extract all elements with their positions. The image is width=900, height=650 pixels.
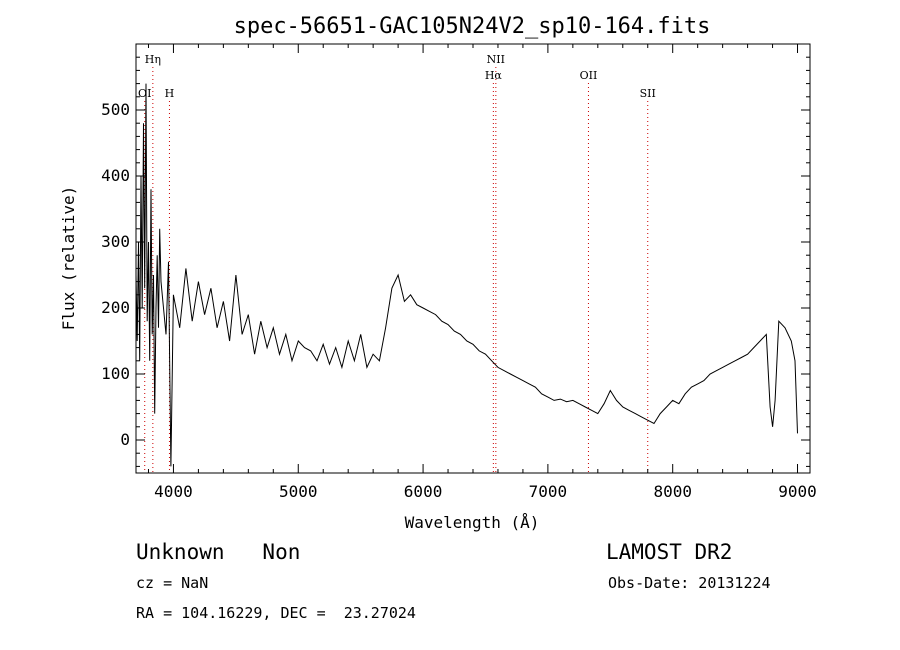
y-tick-label: 100 [101, 364, 130, 383]
x-tick-label: 5000 [279, 482, 318, 501]
line-label: H [165, 87, 175, 100]
line-label: Hα [485, 69, 503, 82]
line-labels: OI Hη H NII Hα OII SII [138, 53, 656, 100]
x-tick-label: 7000 [529, 482, 568, 501]
y-tick-label: 400 [101, 166, 130, 185]
y-tick-label: 200 [101, 298, 130, 317]
line-label: OI [138, 87, 151, 100]
obs-date: Obs-Date: 20131224 [608, 574, 771, 592]
y-axis-label: Flux (relative) [59, 186, 78, 331]
plot-frame [135, 43, 811, 474]
survey-name: LAMOST DR2 [606, 540, 733, 564]
x-tick-label: 9000 [778, 482, 817, 501]
emission-line-markers [144, 67, 649, 473]
y-tick-label: 0 [120, 430, 130, 449]
axis-ticks: 4000 5000 6000 7000 8000 9000 0 100 200 300 400 500 [101, 44, 817, 501]
line-label: Hη [145, 53, 161, 66]
object-class: Unknown Non [136, 540, 301, 564]
chart-title: spec-56651-GAC105N24V2_sp10-164.fits [234, 14, 711, 39]
y-tick-label: 500 [101, 100, 130, 119]
y-tick-label: 300 [101, 232, 130, 251]
line-label: NII [487, 53, 505, 66]
spectrum-line [135, 83, 798, 467]
x-tick-label: 4000 [154, 482, 193, 501]
x-tick-label: 6000 [404, 482, 443, 501]
x-tick-label: 8000 [653, 482, 692, 501]
x-axis-label: Wavelength (Å) [405, 513, 540, 532]
line-label: OII [580, 69, 598, 82]
coordinates: RA = 104.16229, DEC = 23.27024 [136, 604, 416, 622]
line-label: SII [640, 87, 656, 100]
redshift-cz: cz = NaN [136, 574, 209, 592]
